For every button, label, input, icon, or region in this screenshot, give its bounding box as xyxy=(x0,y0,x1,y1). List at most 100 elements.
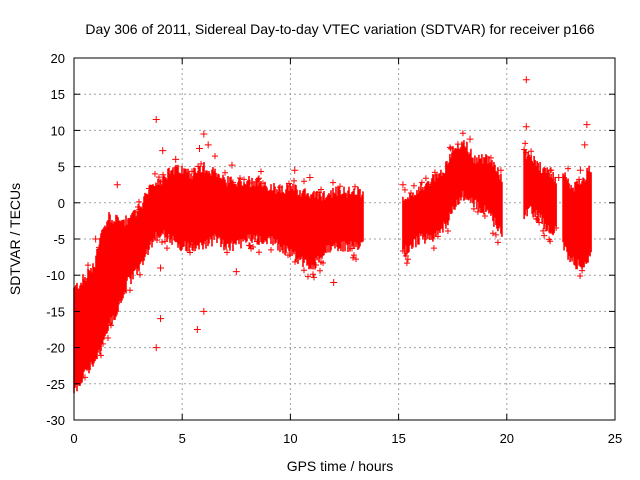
data-point xyxy=(553,225,560,232)
data-point xyxy=(108,322,114,329)
data-point xyxy=(286,180,292,187)
data-point-outlier xyxy=(200,130,208,138)
data-point xyxy=(320,259,326,266)
data-point xyxy=(547,238,554,245)
data-point xyxy=(474,208,481,215)
data-point xyxy=(454,141,461,148)
data-point xyxy=(224,249,230,256)
data-point xyxy=(434,233,441,240)
data-point xyxy=(137,271,143,278)
data-point xyxy=(342,192,348,199)
y-tick-label: -25 xyxy=(46,377,65,392)
data-point xyxy=(528,148,535,155)
data-point-outlier xyxy=(522,76,530,84)
data-point xyxy=(313,261,319,268)
data-point xyxy=(258,168,264,175)
data-point xyxy=(565,165,572,172)
x-tick-label: 10 xyxy=(283,431,297,446)
data-point xyxy=(401,186,408,193)
data-point xyxy=(350,254,356,261)
x-tick-label: 20 xyxy=(500,431,514,446)
data-point xyxy=(540,227,547,234)
chart-title: Day 306 of 2011, Sidereal Day-to-day VTE… xyxy=(85,21,594,37)
data-point xyxy=(85,262,91,269)
data-point xyxy=(291,177,297,184)
y-tick-label: -20 xyxy=(46,341,65,356)
data-point xyxy=(237,175,243,182)
data-point xyxy=(522,140,529,147)
data-point xyxy=(256,175,262,182)
data-point xyxy=(222,169,228,176)
data-point xyxy=(410,182,417,189)
data-point-outlier xyxy=(193,326,201,333)
data-point xyxy=(255,176,261,183)
data-point xyxy=(521,146,528,153)
x-tick-label: 15 xyxy=(391,431,405,446)
data-point xyxy=(292,258,298,265)
data-point xyxy=(187,249,193,256)
data-point xyxy=(152,170,158,177)
data-point xyxy=(534,216,541,223)
data-point xyxy=(310,271,316,278)
data-point xyxy=(318,186,324,193)
data-point xyxy=(444,227,451,234)
data-point xyxy=(301,267,307,274)
data-point-outlier xyxy=(581,141,589,149)
data-point xyxy=(492,231,499,238)
data-point xyxy=(494,239,501,246)
axis-ticks: 0 5 10 15 20 25 -30 -25 -20 -15 -10 -5 0 5 10 15 20 xyxy=(46,51,622,446)
data-point-outlier xyxy=(576,166,584,174)
data-point xyxy=(198,160,204,167)
data-point xyxy=(541,232,548,239)
data-point xyxy=(241,176,247,183)
data-point xyxy=(430,245,437,252)
data-point xyxy=(162,238,168,245)
y-tick-label: -15 xyxy=(46,304,65,319)
data-point xyxy=(422,175,429,182)
data-point xyxy=(536,219,543,226)
data-point xyxy=(337,183,343,190)
data-point-outlier xyxy=(399,181,407,189)
data-point-outlier xyxy=(200,307,208,315)
data-point xyxy=(164,245,170,252)
data-point-outlier xyxy=(232,268,240,276)
y-tick-label: 10 xyxy=(51,123,65,138)
data-point xyxy=(576,176,583,183)
y-tick-label: -30 xyxy=(46,413,65,428)
data-point-outlier xyxy=(522,123,530,131)
data-point xyxy=(311,274,317,281)
data-point xyxy=(100,340,106,347)
data-point-outlier xyxy=(152,344,160,352)
data-point-outlier xyxy=(555,173,563,181)
data-point xyxy=(579,267,586,274)
data-point-outlier xyxy=(157,264,165,272)
data-point xyxy=(351,252,357,259)
data-point xyxy=(352,183,358,190)
data-point xyxy=(98,352,104,359)
data-point xyxy=(256,249,262,256)
data-point xyxy=(353,256,359,263)
data-point xyxy=(268,246,274,253)
x-tick-label: 5 xyxy=(179,431,186,446)
data-point xyxy=(349,245,355,252)
data-point xyxy=(330,179,336,186)
data-point xyxy=(156,174,162,181)
data-point-outlier xyxy=(291,166,299,174)
data-point xyxy=(470,205,477,212)
data-point-outlier xyxy=(583,121,591,129)
y-tick-label: -5 xyxy=(53,232,65,247)
data-point xyxy=(487,154,494,161)
data-point-outlier xyxy=(466,135,474,143)
data-point xyxy=(250,244,256,251)
data-point xyxy=(159,239,165,246)
data-point xyxy=(481,213,488,220)
data-point-outlier xyxy=(196,145,204,152)
data-point xyxy=(135,203,141,210)
data-point-outlier xyxy=(113,181,121,189)
data-point xyxy=(548,167,555,174)
data-point xyxy=(189,243,195,250)
data-point xyxy=(127,287,133,294)
data-point xyxy=(407,190,414,197)
data-point-outlier xyxy=(92,235,100,243)
